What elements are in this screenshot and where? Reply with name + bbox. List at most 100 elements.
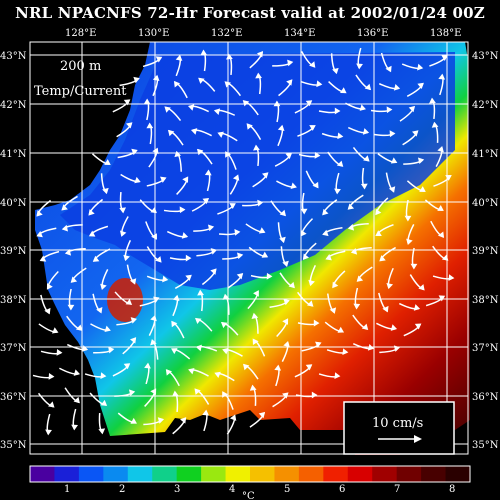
current-arrowhead	[123, 254, 130, 262]
cbar-tick-1: 1	[64, 484, 70, 495]
current-arrowhead	[61, 204, 68, 211]
current-arrowhead	[108, 346, 115, 354]
current-arrowhead	[393, 345, 401, 352]
lat-label-right-40: 40°N	[472, 198, 499, 209]
current-arrowhead	[307, 300, 314, 307]
current-arrowhead	[393, 84, 401, 91]
current-arrowhead	[359, 104, 366, 111]
current-arrowhead	[225, 151, 231, 158]
current-arrowhead	[336, 160, 344, 167]
colorbar-swatch	[152, 466, 178, 482]
current-arrowhead	[75, 324, 83, 331]
current-arrowhead	[151, 233, 157, 240]
current-arrowhead	[185, 274, 192, 281]
current-arrowhead	[61, 224, 69, 232]
colorbar-swatch	[54, 466, 80, 482]
colorbar-swatch	[372, 466, 398, 482]
current-arrowhead	[282, 318, 289, 325]
current-arrowhead	[232, 174, 240, 181]
current-arrowhead	[67, 304, 75, 311]
current-arrowhead	[388, 186, 396, 193]
current-arrowhead	[412, 130, 419, 137]
colorbar-swatch	[421, 466, 447, 482]
current-arrowhead	[210, 248, 218, 255]
current-arrowhead	[417, 63, 424, 71]
current-arrowhead	[204, 169, 212, 176]
lon-label-132: 132°E	[211, 28, 242, 39]
current-arrowhead	[437, 231, 445, 238]
current-arrowhead	[404, 215, 412, 222]
current-arrowhead	[274, 364, 282, 371]
current-arrowhead	[347, 203, 355, 210]
current-arrowhead	[152, 74, 160, 81]
current-arrowhead	[382, 305, 389, 313]
current-arrowhead	[104, 159, 111, 165]
current-arrowhead	[385, 65, 392, 73]
current-arrowhead	[313, 319, 320, 327]
current-arrowhead	[88, 230, 96, 237]
current-arrowhead	[92, 255, 100, 262]
cbar-tick-5: 5	[284, 484, 290, 495]
current-arrowhead	[172, 294, 180, 301]
current-arrowhead	[417, 82, 424, 89]
colorbar-swatch	[201, 466, 227, 482]
current-arrowhead	[195, 344, 202, 352]
current-arrowhead	[222, 293, 230, 300]
lat-label-36: 36°N	[0, 392, 27, 403]
current-arrowhead	[150, 388, 157, 395]
current-arrowhead	[242, 363, 250, 371]
current-arrowhead	[173, 80, 181, 88]
current-arrowhead	[283, 340, 290, 348]
current-arrowhead	[48, 401, 55, 408]
current-arrowhead	[123, 99, 131, 106]
current-arrowhead	[334, 107, 341, 115]
current-arrowhead	[182, 176, 189, 183]
current-arrowhead	[311, 391, 318, 399]
current-arrowhead	[196, 148, 204, 156]
current-arrowhead	[190, 128, 198, 135]
current-arrowhead	[119, 230, 127, 237]
current-arrowhead	[249, 384, 257, 391]
colorbar-swatch	[323, 466, 349, 482]
map-title: NRL NPACNFS 72-Hr Forecast valid at 2002…	[15, 4, 485, 22]
current-arrowhead	[448, 274, 455, 281]
current-arrowhead	[150, 314, 157, 322]
current-arrowhead	[71, 424, 79, 431]
current-arrowhead	[279, 236, 286, 244]
current-arrowhead	[150, 338, 157, 346]
current-arrowhead	[302, 253, 310, 260]
colorbar-swatch	[298, 466, 324, 482]
current-arrowhead	[300, 208, 308, 215]
current-arrowhead	[414, 323, 422, 330]
current-arrowhead	[337, 132, 344, 140]
current-arrowhead	[234, 229, 241, 236]
current-arrowhead	[290, 182, 297, 189]
current-arrowhead	[406, 238, 413, 246]
current-arrowhead	[417, 157, 425, 165]
current-arrowhead	[188, 367, 195, 375]
cbar-tick-2: 2	[119, 484, 125, 495]
colorbar-swatch	[78, 466, 104, 482]
current-arrowhead	[410, 263, 418, 270]
current-arrowhead	[347, 224, 355, 231]
current-arrowhead	[213, 108, 221, 115]
cbar-tick-6: 6	[339, 484, 345, 495]
current-arrowhead	[429, 97, 436, 104]
colorbar-swatch	[274, 466, 300, 482]
current-arrowhead	[438, 73, 446, 80]
current-arrowhead	[46, 283, 53, 290]
current-arrowhead	[390, 157, 398, 164]
current-arrowhead	[246, 123, 253, 130]
current-arrowhead	[133, 76, 140, 84]
current-arrowhead	[261, 251, 269, 258]
scale-legend: 10 cm/s	[343, 401, 455, 455]
current-arrowhead	[104, 325, 111, 333]
current-arrowhead	[48, 372, 55, 380]
current-arrowhead	[134, 176, 141, 184]
current-arrowhead	[98, 428, 106, 435]
current-arrowhead	[81, 345, 89, 352]
current-arrowhead	[220, 321, 228, 329]
current-arrowhead	[413, 304, 421, 311]
lat-label-right-35: 35°N	[472, 440, 499, 451]
